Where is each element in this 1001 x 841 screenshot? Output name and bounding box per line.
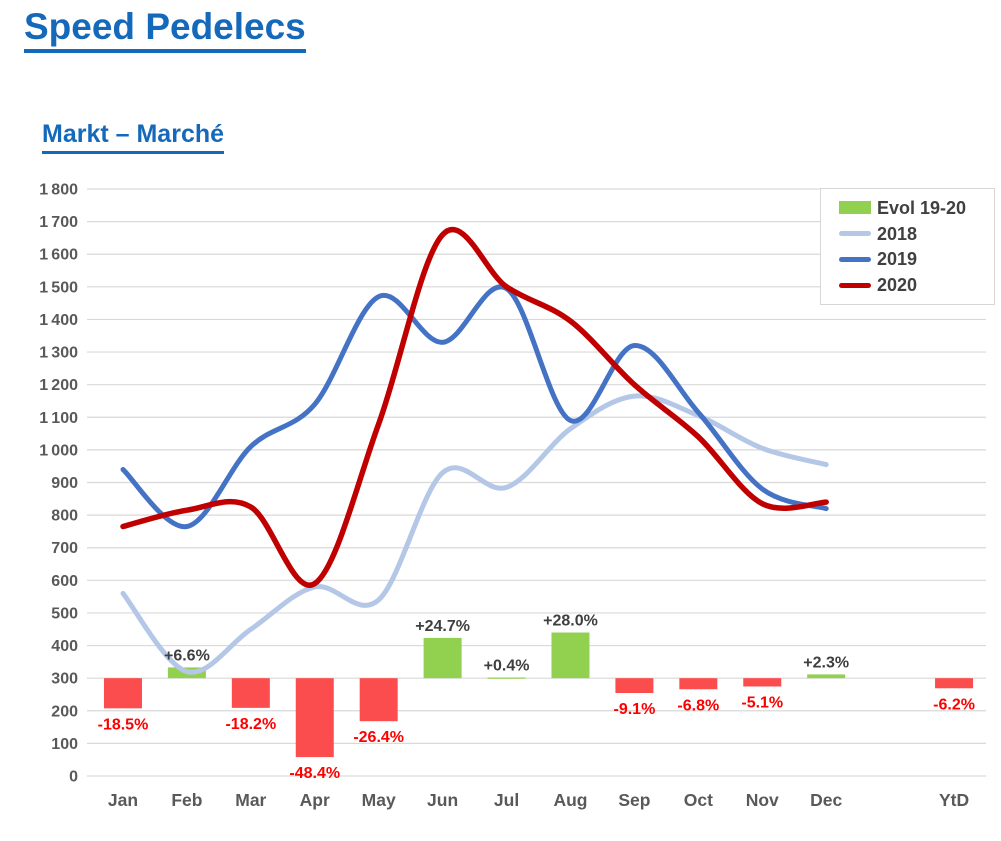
y-axis-tick-label: 1 800 [39,182,78,199]
y-axis-tick-label: 1 000 [39,442,78,459]
legend-item-evol: Evol 19-20 [839,199,990,217]
evol-label-nov: -5.1% [741,694,783,711]
evol-bar-jul [487,677,526,679]
evol-label-jul: +0.4% [484,658,530,675]
x-axis-label-oct: Oct [684,790,713,810]
y-axis-tick-label: 1 500 [39,279,78,296]
y-axis-tick-label: 800 [51,508,78,525]
y-axis-tick-label: 1 700 [39,214,78,231]
evol-bar-jun [423,637,462,679]
x-axis-label-jul: Jul [494,790,519,810]
y-axis-tick-label: 0 [69,769,78,786]
evol-label-feb: +6.6% [164,647,210,664]
legend-label-2019: 2019 [877,249,918,270]
y-axis-tick-label: 700 [51,540,78,557]
evol-bar-dec [807,674,846,679]
y-axis-tick-label: 1 100 [39,410,78,427]
legend-swatch-2020-line [839,282,871,288]
evol-label-apr: -48.4% [289,765,340,782]
evol-bar-may [359,678,398,722]
x-axis-label-mar: Mar [235,790,266,810]
evol-bar-sep [615,678,654,694]
x-axis-label-aug: Aug [553,790,587,810]
y-axis-tick-label: 1 600 [39,247,78,264]
evol-bar-nov [743,678,782,687]
y-axis-tick-label: 500 [51,605,78,622]
legend-swatch-2019-line [839,256,871,262]
page-title-text: Speed Pedelecs [24,6,306,53]
x-axis-label-dec: Dec [810,790,842,810]
evol-bar-apr [295,678,334,758]
evol-bar-oct [679,678,718,690]
evol-bar-aug [551,632,590,679]
evol-label-sep: -9.1% [614,701,656,718]
x-axis-label-apr: Apr [300,790,330,810]
x-axis-label-ytd: YtD [939,790,969,810]
page-title: Speed Pedelecs [24,6,306,53]
evol-label-aug: +28.0% [543,613,598,630]
chart-legend: Evol 19-20 2018 2019 2020 [820,188,995,305]
legend-swatch-2018-line [839,231,871,237]
evol-bar-jan [103,678,142,709]
evol-label-mar: -18.2% [225,716,276,733]
line-2019 [120,284,829,530]
evol-label-may: -26.4% [353,729,404,746]
y-axis-tick-label: 1 400 [39,312,78,329]
line-2020 [120,226,829,588]
x-axis-label-jun: Jun [427,790,458,810]
legend-item-2018: 2018 [839,225,990,243]
evol-label-jan: -18.5% [98,716,149,733]
evol-bar-ytd [935,678,974,689]
legend-item-2020: 2020 [839,276,990,294]
y-axis-tick-label: 1 200 [39,377,78,394]
x-axis-label-jan: Jan [108,790,138,810]
evol-label-ytd: -6.2% [933,696,975,713]
evol-label-jun: +24.7% [415,618,470,635]
x-axis-label-feb: Feb [171,790,202,810]
y-axis-tick-label: 100 [51,736,78,753]
x-axis-label-sep: Sep [618,790,650,810]
x-axis-label-nov: Nov [746,790,779,810]
y-axis-tick-label: 400 [51,638,78,655]
evol-bar-mar [231,678,270,708]
legend-label-2020: 2020 [877,275,918,296]
y-axis-tick-label: 200 [51,703,78,720]
section-title: Markt – Marché [42,120,225,154]
y-axis-tick-label: 600 [51,573,78,590]
y-axis-tick-label: 300 [51,671,78,688]
legend-swatch-evol-bar [839,201,871,215]
legend-label-evol: Evol 19-20 [877,197,967,218]
section-title-text: Markt – Marché [42,120,225,154]
y-axis-tick-label: 900 [51,475,78,492]
x-axis-label-may: May [362,790,396,810]
evol-label-dec: +2.3% [803,654,849,671]
y-axis-tick-label: 1 300 [39,345,78,362]
evol-label-oct: -6.8% [677,697,719,714]
legend-label-2018: 2018 [877,223,918,244]
legend-item-2019: 2019 [839,250,990,268]
